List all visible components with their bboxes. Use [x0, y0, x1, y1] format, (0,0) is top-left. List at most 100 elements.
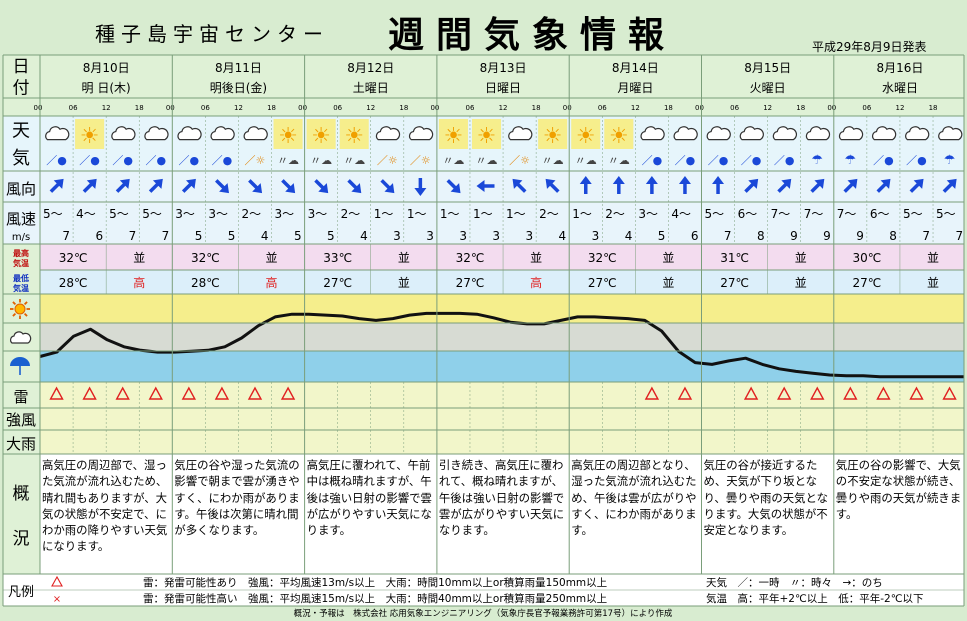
day-summary-box: 気圧の谷が接近するため、天気が下り坂となり、曇りや雨の天気となります。大気の状態…	[703, 458, 829, 538]
wind-speed-min: 5〜	[705, 207, 725, 221]
wind-speed-max: 5	[195, 229, 203, 243]
thunder-marker	[82, 386, 97, 400]
thunder-marker	[843, 386, 858, 400]
cloud-icon	[45, 126, 70, 141]
hour-tick: 00	[430, 104, 439, 112]
cloud-icon	[905, 126, 930, 141]
umbrella-small-icon: ☂	[811, 153, 823, 168]
legend-row2: 雷：発雷可能性高い 強風：平均風速15m/s以上 大雨：時間40mm以上or積算…	[143, 592, 607, 605]
max-temp: 32℃	[456, 251, 485, 265]
sun-band-icon	[10, 299, 30, 319]
legend-right1: 天気 ／：一時 〃：時々 →：のち	[706, 576, 883, 589]
day-label: 明 日(木)	[82, 81, 131, 95]
wind-arrow-icon	[512, 178, 527, 193]
sun-small-icon: ／☼	[410, 154, 431, 167]
rain-drop-icon: ／●	[145, 154, 166, 167]
wind-arrow-icon	[248, 179, 263, 194]
day-label: 明後日(金)	[210, 80, 267, 95]
hour-tick: 12	[763, 104, 772, 112]
row-label-summary: 概	[13, 484, 30, 504]
row-label-strong-wind: 強風	[6, 411, 36, 429]
wind-arrow-icon	[579, 176, 592, 194]
day-summary-box: 高気圧に覆われて、午前中は概ね晴れますが、午後は強い日射の影響で雲が広がりやすい…	[307, 458, 432, 537]
day-date: 8月16日	[876, 61, 923, 75]
sun-icon: ☀	[477, 124, 497, 149]
cloud-small-icon: 〃☁	[608, 154, 630, 167]
thunder-marker	[677, 386, 693, 400]
legend-title: 凡例	[8, 585, 34, 600]
row-label-min-temp-1: 最低	[13, 273, 29, 283]
cloud-icon	[673, 126, 698, 141]
row-label-thunder: 雷	[13, 388, 28, 406]
hour-tick: 00	[695, 104, 704, 112]
row-label-date: 日	[13, 57, 30, 77]
wind-arrow-icon	[645, 176, 658, 194]
cloud-small-icon: 〃☁	[277, 154, 299, 167]
day-summary-box: 気圧の谷の影響で、大気の不安定な状態が続き、曇りや雨の天気が続きます。	[835, 458, 962, 521]
wind-speed-min: 6〜	[738, 207, 758, 221]
wind-arrow-icon	[414, 178, 427, 196]
cloud-icon	[938, 126, 963, 141]
min-temp-compare: 並	[795, 276, 807, 290]
max-temp-compare: 並	[530, 251, 542, 265]
wind-speed-max: 6	[96, 229, 104, 243]
rain-drop-icon: ／●	[642, 154, 663, 167]
hour-tick: 18	[135, 104, 144, 112]
sun-small-icon: ／☼	[509, 154, 530, 167]
thunder-marker	[777, 386, 792, 400]
sun-icon: ☀	[609, 124, 629, 149]
rain-drop-icon: ／●	[79, 154, 100, 167]
legend-triangle-icon	[51, 575, 63, 587]
hour-tick: 12	[499, 104, 508, 112]
day-label: 水曜日	[882, 81, 918, 95]
rain-drop-icon: ／●	[112, 154, 133, 167]
hour-tick: 06	[333, 104, 342, 112]
wind-arrow-icon	[281, 179, 296, 194]
wind-speed-max: 3	[393, 229, 401, 243]
wind-speed-min: 5〜	[142, 207, 162, 221]
hour-tick: 00	[298, 104, 307, 112]
thunder-marker	[148, 386, 163, 400]
wind-speed-max: 4	[360, 229, 368, 243]
sunny-bg	[75, 119, 105, 149]
wind-arrow-icon	[909, 178, 924, 193]
sunny-bg	[604, 119, 634, 149]
row-label-heavy-rain: 大雨	[6, 435, 36, 453]
row-label-wind-unit: m/s	[12, 232, 30, 243]
station-name: 種子島宇宙センター	[95, 22, 329, 46]
wind-speed-max: 4	[559, 229, 567, 243]
sun-icon: ☀	[344, 124, 364, 149]
wind-speed-max: 3	[426, 229, 434, 243]
min-temp: 27℃	[323, 276, 352, 290]
wind-speed-min: 1〜	[374, 207, 394, 221]
cloud-small-icon: 〃☁	[442, 154, 464, 167]
day-summary: 気圧の谷が接近するため、天気が下り坂となり、曇りや雨の天気となります。大気の状態…	[703, 458, 829, 538]
wind-arrow-icon	[380, 179, 395, 194]
sun-small-icon: ／☼	[245, 154, 266, 167]
wind-speed-max: 7	[129, 229, 137, 243]
day-summary: 気圧の谷の影響で、大気の不安定な状態が続き、曇りや雨の天気が続きます。	[835, 458, 962, 521]
thunder-marker	[942, 386, 957, 400]
wind-speed-min: 5〜	[43, 207, 63, 221]
wind-arrow-icon	[876, 178, 891, 193]
sun-band	[40, 294, 964, 323]
min-temp: 28℃	[191, 276, 220, 290]
max-temp-compare: 並	[266, 251, 278, 265]
day-summary: 引き続き、高気圧に覆われて、概ね晴れますが、午後は強い日射の影響で雲が広がりやす…	[438, 458, 565, 538]
rain-drop-icon: ／●	[774, 154, 795, 167]
wind-speed-max: 5	[658, 229, 666, 243]
wind-arrow-icon	[777, 178, 792, 193]
wind-arrow-icon	[314, 179, 329, 194]
cloud-icon	[805, 126, 831, 141]
cloud-small-icon: 〃☁	[575, 154, 597, 167]
cloud-small-icon: 〃☁	[310, 154, 332, 167]
sun-icon: ☀	[576, 124, 596, 149]
day-date: 8月15日	[744, 61, 791, 75]
day-date: 8月13日	[480, 61, 527, 75]
wind-arrow-icon	[744, 178, 759, 193]
wind-speed-min: 5〜	[903, 207, 923, 221]
max-temp-compare: 並	[398, 251, 410, 265]
sunny-bg	[438, 119, 468, 149]
sunny-bg	[571, 119, 601, 149]
